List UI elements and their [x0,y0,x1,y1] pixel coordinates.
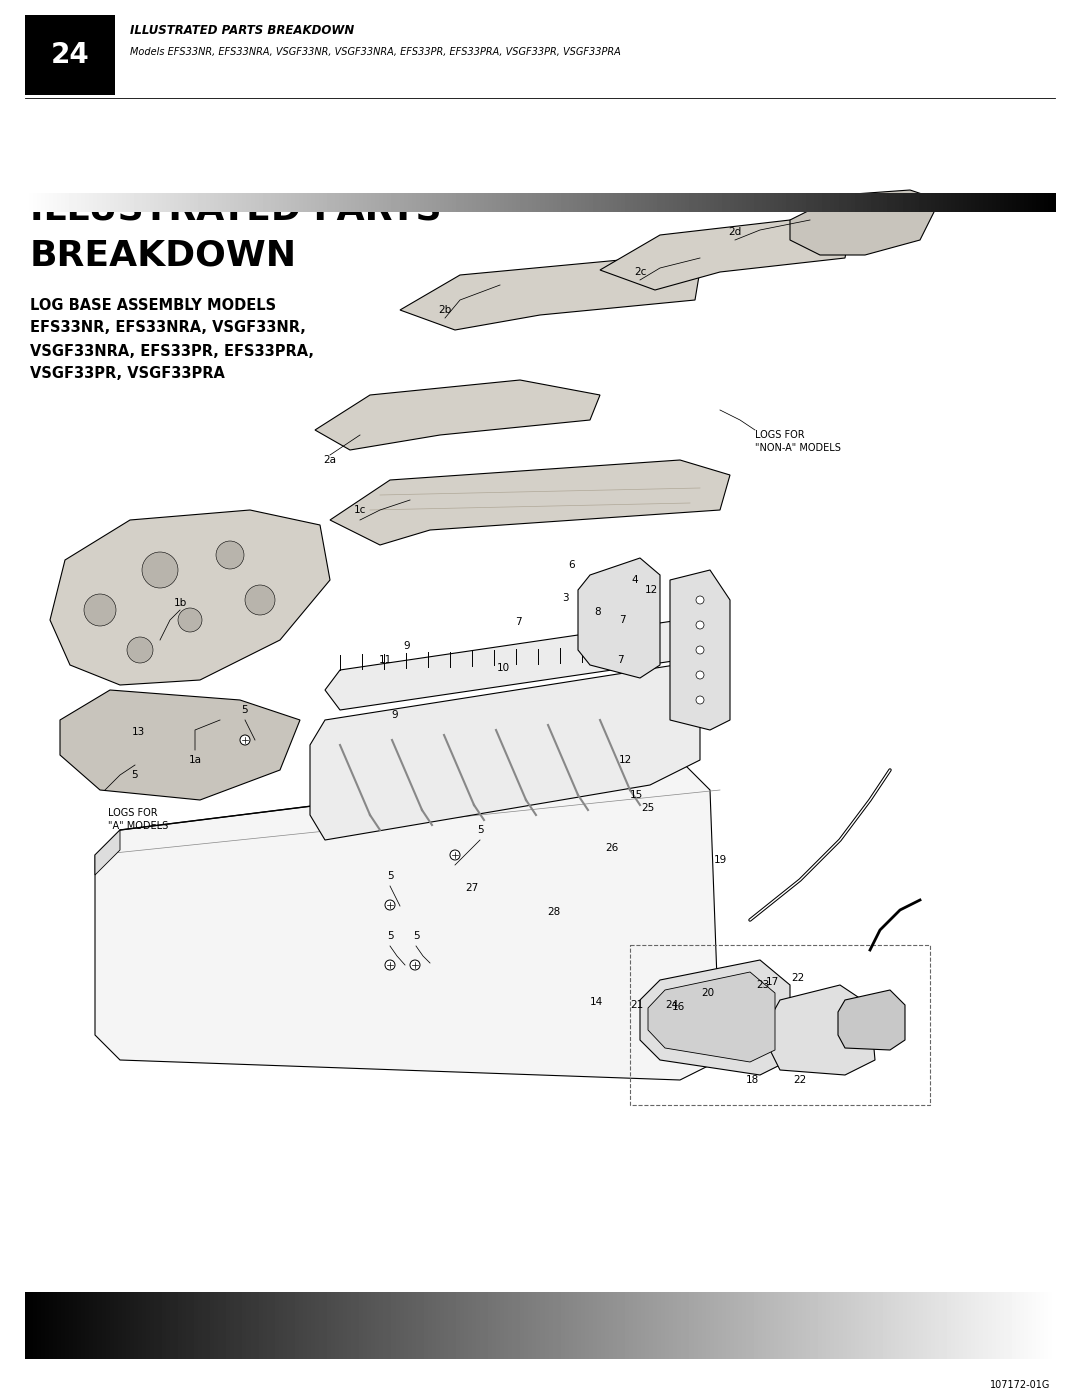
Text: 11: 11 [378,655,392,665]
Polygon shape [640,960,789,1076]
Text: 5: 5 [413,930,419,942]
Text: For more information, visit www.desatech.com: For more information, visit www.desatech… [300,1338,780,1356]
Text: 22: 22 [794,1076,807,1085]
Text: 7: 7 [619,615,625,624]
Text: 27: 27 [465,883,478,893]
Polygon shape [770,985,875,1076]
Text: 22: 22 [792,972,805,983]
Text: 9: 9 [404,641,410,651]
Polygon shape [325,620,700,710]
Text: EFS33NR, EFS33NRA, VSGF33NR,: EFS33NR, EFS33NRA, VSGF33NR, [30,320,306,335]
Text: 12: 12 [645,585,658,595]
Text: 1a: 1a [189,754,202,766]
Text: 9: 9 [392,710,399,719]
Text: VSGF33PR, VSGF33PRA: VSGF33PR, VSGF33PRA [30,366,225,381]
Text: 5: 5 [387,930,393,942]
Text: 3: 3 [562,592,568,604]
Text: LOG BASE ASSEMBLY MODELS: LOG BASE ASSEMBLY MODELS [30,298,276,313]
Text: VSGF33NRA, EFS33PR, EFS33PRA,: VSGF33NRA, EFS33PR, EFS33PRA, [30,344,314,359]
Circle shape [384,960,395,970]
Text: 2a: 2a [324,455,337,465]
Text: 7: 7 [617,655,623,665]
Text: 8: 8 [595,608,602,617]
Text: 14: 14 [590,997,603,1007]
Text: 5: 5 [476,826,484,835]
Text: 19: 19 [714,855,727,865]
Circle shape [384,900,395,909]
Text: 2c: 2c [634,267,646,277]
Polygon shape [789,190,940,256]
Text: 1b: 1b [174,598,187,608]
Text: 20: 20 [701,988,715,997]
Circle shape [245,585,275,615]
Circle shape [696,622,704,629]
Text: LOGS FOR
"NON-A" MODELS: LOGS FOR "NON-A" MODELS [755,430,841,453]
Text: 28: 28 [548,907,561,916]
Polygon shape [95,830,120,875]
Circle shape [450,849,460,861]
Circle shape [696,671,704,679]
Circle shape [127,637,153,664]
Text: Models EFS33NR, EFS33NRA, VSGF33NR, VSGF33NRA, EFS33PR, EFS33PRA, VSGF33PR, VSGF: Models EFS33NR, EFS33NRA, VSGF33NR, VSGF… [130,47,621,57]
Text: 7: 7 [515,617,522,627]
Polygon shape [648,972,775,1062]
Polygon shape [400,260,700,330]
Text: 5: 5 [387,870,393,882]
Text: 24: 24 [665,1000,678,1010]
Text: 23: 23 [756,981,770,990]
Text: 17: 17 [766,977,779,988]
Text: 18: 18 [745,1076,758,1085]
Circle shape [141,552,178,588]
Circle shape [178,608,202,631]
Text: 10: 10 [497,664,510,673]
Text: ILLUSTRATED PARTS: ILLUSTRATED PARTS [30,193,442,226]
Circle shape [216,541,244,569]
Text: 13: 13 [132,726,145,738]
Text: 12: 12 [619,754,632,766]
Text: LOGS FOR
"A" MODELS: LOGS FOR "A" MODELS [108,807,168,831]
Text: 1c: 1c [354,504,366,515]
Circle shape [84,594,116,626]
Polygon shape [330,460,730,545]
Text: 16: 16 [672,1002,685,1011]
Text: 2d: 2d [728,226,742,237]
Polygon shape [600,219,850,291]
Polygon shape [838,990,905,1051]
Circle shape [240,735,249,745]
Text: BREAKDOWN: BREAKDOWN [30,237,297,272]
Polygon shape [50,510,330,685]
Polygon shape [310,665,700,840]
Bar [630,944,930,1105]
Polygon shape [315,380,600,450]
Text: 5: 5 [132,770,138,780]
Text: ILLUSTRATED PARTS BREAKDOWN: ILLUSTRATED PARTS BREAKDOWN [130,24,354,36]
Circle shape [696,696,704,704]
Text: 25: 25 [642,803,654,813]
Text: 26: 26 [606,842,619,854]
Circle shape [696,645,704,654]
Text: 24: 24 [51,41,90,68]
Text: 5: 5 [242,705,248,715]
Circle shape [410,960,420,970]
Text: 6: 6 [569,560,576,570]
Bar [25,15,114,95]
Text: 21: 21 [631,1000,644,1010]
Text: 2b: 2b [438,305,451,314]
Polygon shape [578,557,660,678]
Text: 4: 4 [632,576,638,585]
Polygon shape [670,570,730,731]
Circle shape [696,597,704,604]
Text: 107172-01G: 107172-01G [989,1380,1050,1390]
Polygon shape [60,690,300,800]
Text: 15: 15 [630,789,643,800]
Polygon shape [95,760,720,1080]
